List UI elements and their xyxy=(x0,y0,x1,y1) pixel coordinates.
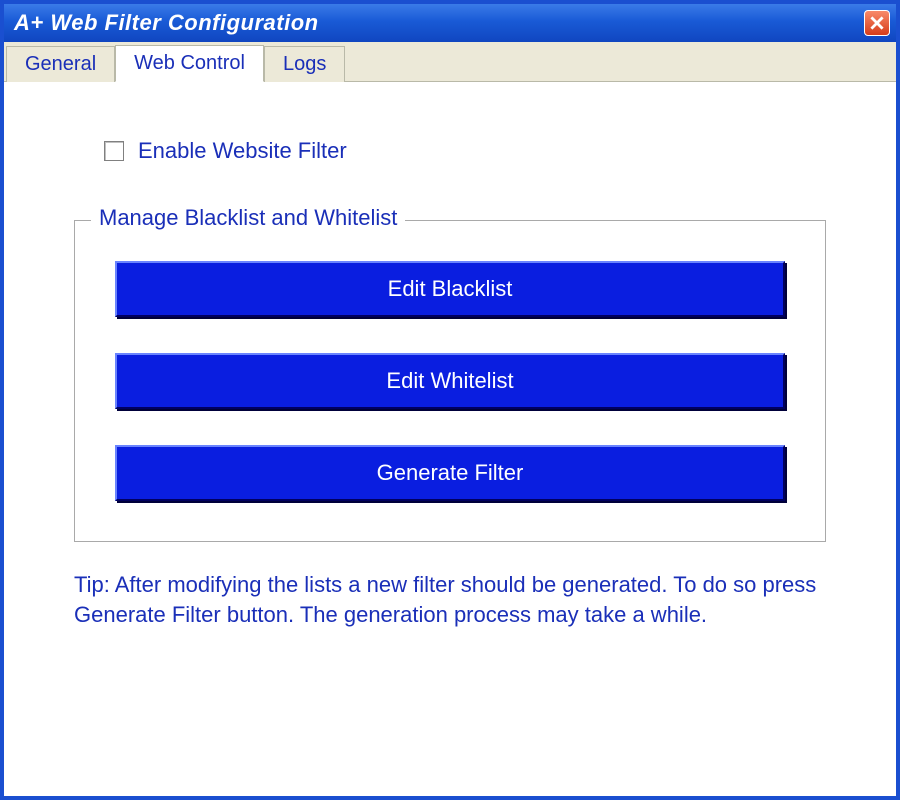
tabbar: General Web Control Logs xyxy=(4,42,896,82)
tab-label: Logs xyxy=(283,53,326,75)
tip-text: Tip: After modifying the lists a new fil… xyxy=(74,570,826,629)
close-button[interactable] xyxy=(864,10,890,36)
enable-filter-row: Enable Website Filter xyxy=(104,138,836,164)
edit-blacklist-button[interactable]: Edit Blacklist xyxy=(115,261,785,317)
tab-general[interactable]: General xyxy=(6,46,115,82)
enable-filter-checkbox[interactable] xyxy=(104,141,124,161)
generate-filter-button[interactable]: Generate Filter xyxy=(115,445,785,501)
close-icon xyxy=(870,16,884,30)
tab-web-control[interactable]: Web Control xyxy=(115,45,264,82)
window-title: A+ Web Filter Configuration xyxy=(14,10,864,36)
tab-label: Web Control xyxy=(134,52,245,74)
config-window: A+ Web Filter Configuration General Web … xyxy=(0,0,900,800)
tab-logs[interactable]: Logs xyxy=(264,46,345,82)
tab-label: General xyxy=(25,53,96,75)
enable-filter-label: Enable Website Filter xyxy=(138,138,347,164)
titlebar: A+ Web Filter Configuration xyxy=(4,4,896,42)
manage-lists-groupbox: Manage Blacklist and Whitelist Edit Blac… xyxy=(74,220,826,542)
edit-whitelist-button[interactable]: Edit Whitelist xyxy=(115,353,785,409)
tab-content: Enable Website Filter Manage Blacklist a… xyxy=(4,82,896,796)
groupbox-legend: Manage Blacklist and Whitelist xyxy=(91,205,405,231)
